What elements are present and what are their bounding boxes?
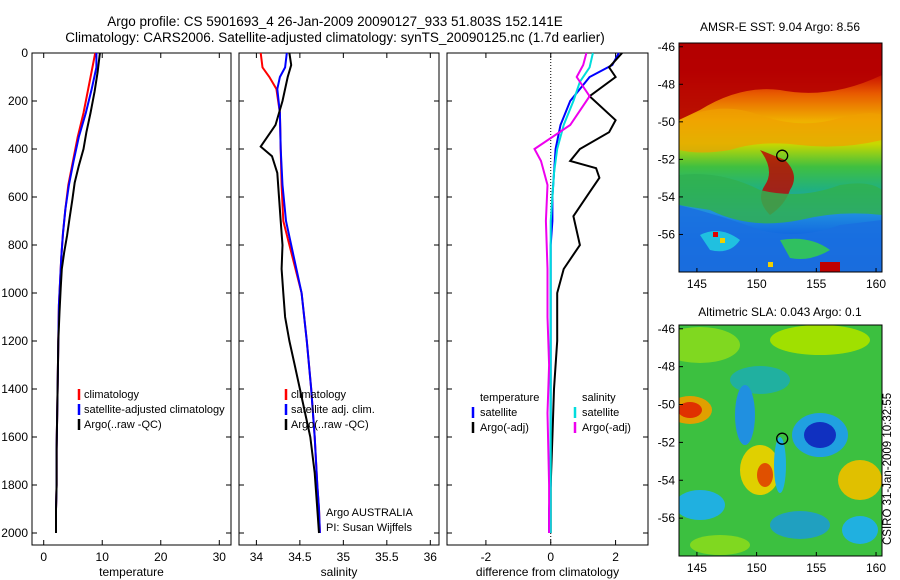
y-tick-label: 200 — [8, 94, 28, 108]
map-y-tick-label: -50 — [658, 398, 676, 412]
legend-entry-temperature: satellite — [480, 407, 517, 419]
map-x-tick-label: 145 — [687, 561, 707, 575]
y-tick-label: 1000 — [1, 286, 28, 300]
map-x-tick-label: 150 — [747, 277, 767, 291]
x-tick-label: 10 — [96, 550, 110, 564]
sst-argo-position-marker — [776, 149, 789, 162]
legend-entry: satellite-adjusted climatology — [84, 404, 225, 416]
map-y-tick-label: -52 — [658, 152, 676, 166]
legend-entry: climatology — [291, 389, 347, 401]
y-tick-label: 1600 — [1, 430, 28, 444]
x-tick-label: 36 — [424, 550, 438, 564]
data-source-annotation: PI: Susan Wijffels — [326, 522, 412, 534]
map-x-tick-label: 160 — [866, 277, 886, 291]
legend-entry: satellite adj. clim. — [291, 404, 375, 416]
difference-x-axis-label: difference from climatology — [476, 565, 619, 579]
x-tick-label: 35.5 — [375, 550, 399, 564]
y-tick-label: 600 — [8, 190, 28, 204]
x-tick-label: 2 — [612, 550, 619, 564]
y-tick-label: 400 — [8, 142, 28, 156]
map-y-tick-label: -54 — [658, 473, 676, 487]
data-source-annotation: Argo AUSTRALIA — [326, 507, 413, 519]
y-tick-label: 1800 — [1, 478, 28, 492]
y-tick-label: 1200 — [1, 334, 28, 348]
map-x-tick-label: 155 — [806, 277, 826, 291]
legend-entry: Argo(..raw -QC) — [84, 419, 162, 431]
x-tick-label: 0 — [547, 550, 554, 564]
series-line-temperature-argo-adj- — [549, 52, 623, 533]
x-tick-label: 34 — [250, 550, 264, 564]
series-line-salinity-satellite — [549, 52, 594, 533]
map-x-tick-label: 155 — [806, 561, 826, 575]
map-x-tick-label: 145 — [687, 277, 707, 291]
series-line-argo-raw-qc- — [55, 52, 101, 533]
map-y-tick-label: -50 — [658, 115, 676, 129]
legend-entry-salinity: satellite — [582, 407, 619, 419]
csiro-timestamp: CSIRO 31-Jan-2009 10:32:55 — [882, 392, 894, 545]
y-tick-label: 800 — [8, 238, 28, 252]
map-y-tick-label: -48 — [658, 360, 676, 374]
y-tick-label: 0 — [21, 46, 28, 60]
map-x-tick-label: 160 — [866, 561, 886, 575]
temperature-panel: 0 10 20 30 temperature 0 200 400 600 800 1000 1200 1… — [1, 46, 232, 579]
map-y-tick-label: -56 — [658, 511, 676, 525]
temperature-x-axis-label: temperature — [99, 565, 164, 579]
salinity-panel: 34 34.5 35 35.5 36 salinity climatology satelli… — [238, 52, 440, 579]
legend-entry: climatology — [84, 389, 140, 401]
legend-entry-salinity: salinity — [582, 392, 616, 404]
x-tick-label: 20 — [154, 550, 168, 564]
map-y-tick-label: -54 — [658, 190, 676, 204]
temperature-axes-box — [31, 52, 232, 546]
salinity-x-axis-label: salinity — [321, 565, 358, 579]
sst-map-title: AMSR-E SST: 9.04 Argo: 8.56 — [700, 20, 860, 34]
legend-entry: Argo(..raw -QC) — [291, 419, 369, 431]
series-line-satellite-adj-clim- — [276, 52, 321, 534]
salinity-axes-box — [238, 52, 440, 546]
sst-map-panel: AMSR-E SST: 9.04 Argo: 8.56 145 150 155 160… — [658, 20, 887, 291]
y-tick-label: 2000 — [1, 526, 28, 540]
legend-entry-temperature: temperature — [480, 392, 539, 404]
map-y-tick-label: -52 — [658, 435, 676, 449]
x-tick-label: 34.5 — [288, 550, 312, 564]
map-x-tick-label: 150 — [747, 561, 767, 575]
sla-map-panel: Altimetric SLA: 0.043 Argo: 0.1 145 150 15… — [658, 305, 887, 575]
figure-title-line2: Climatology: CARS2006. Satellite-adjuste… — [65, 30, 605, 45]
legend-entry-salinity: Argo(-adj) — [582, 422, 631, 434]
sst-map-field — [679, 43, 882, 272]
x-tick-label: 35 — [337, 550, 351, 564]
sla-map-title: Altimetric SLA: 0.043 Argo: 0.1 — [698, 305, 862, 319]
series-line-argo-raw-qc- — [259, 52, 320, 534]
x-tick-label: -2 — [481, 550, 492, 564]
sla-map-field — [679, 325, 882, 556]
map-y-tick-label: -46 — [658, 40, 676, 54]
figure-title-line1: Argo profile: CS 5901693_4 26-Jan-2009 2… — [107, 14, 563, 29]
sla-argo-position-marker — [776, 432, 789, 445]
x-tick-label: 0 — [40, 550, 47, 564]
x-tick-label: 30 — [213, 550, 227, 564]
map-y-tick-label: -56 — [658, 227, 676, 241]
map-y-tick-label: -46 — [658, 322, 676, 336]
y-tick-label: 1400 — [1, 382, 28, 396]
map-y-tick-label: -48 — [658, 77, 676, 91]
series-line-salinity-argo-adj- — [533, 52, 591, 533]
legend-entry-temperature: Argo(-adj) — [480, 422, 529, 434]
